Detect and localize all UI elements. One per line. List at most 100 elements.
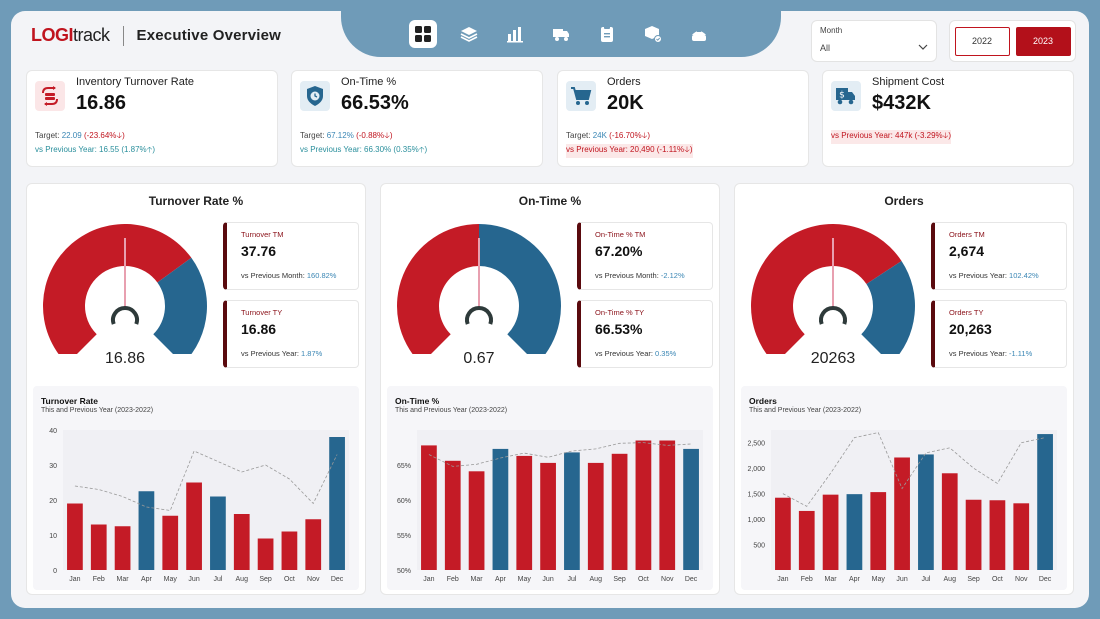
chart-plot-area bbox=[63, 430, 349, 570]
y-tick-label: 30 bbox=[49, 463, 57, 470]
bar-apr[interactable] bbox=[138, 491, 155, 570]
year-button-2023[interactable]: 2023 bbox=[1015, 26, 1071, 56]
bar-sep[interactable] bbox=[965, 499, 982, 570]
bar-dec[interactable] bbox=[329, 437, 345, 570]
x-tick-label: Apr bbox=[495, 576, 507, 583]
nav-warehouse-button[interactable] bbox=[685, 20, 713, 48]
bar-may[interactable] bbox=[870, 492, 887, 570]
gauge-arc-value bbox=[43, 224, 192, 354]
bar-feb[interactable] bbox=[444, 460, 461, 570]
month-dropdown[interactable]: All bbox=[820, 43, 928, 53]
bar-nov[interactable] bbox=[659, 440, 676, 571]
bar-aug[interactable] bbox=[233, 514, 250, 570]
bar-jul[interactable] bbox=[564, 452, 580, 570]
nav-delivery-button[interactable] bbox=[639, 20, 667, 48]
x-tick-label: Oct bbox=[638, 576, 649, 583]
card-sub-delta: 160.82% bbox=[306, 271, 337, 280]
gauge-value: 16.86 bbox=[104, 350, 146, 367]
bar-nov[interactable] bbox=[305, 519, 322, 570]
kpi-prev-value: 447k bbox=[895, 131, 913, 140]
card-sub: vs Previous Month: 160.82% bbox=[241, 271, 336, 280]
y-tick-label: 20 bbox=[49, 498, 57, 505]
bar-jun[interactable] bbox=[894, 457, 910, 570]
bar-feb[interactable] bbox=[90, 524, 107, 571]
nav-shipping-button[interactable] bbox=[547, 20, 575, 48]
bar-jun[interactable] bbox=[186, 482, 202, 571]
year-button-2022[interactable]: 2022 bbox=[954, 26, 1010, 56]
card-sub-label: vs Previous Year: bbox=[241, 349, 302, 358]
bar-sep[interactable] bbox=[611, 453, 628, 570]
x-tick-label: Dec bbox=[331, 576, 344, 583]
month-dropdown-value: All bbox=[820, 43, 831, 53]
kpi-card-orders: Orders 20K Target: 24K (-16.70%🡣) vs Pre… bbox=[557, 70, 809, 167]
bar-oct[interactable] bbox=[281, 531, 298, 571]
gauge-hub bbox=[465, 306, 493, 325]
turnover-icon bbox=[42, 86, 58, 106]
kpi-icon-box: $ bbox=[831, 81, 861, 111]
kpi-icon-box bbox=[35, 81, 65, 111]
year-selector: 2022 2023 bbox=[949, 20, 1076, 62]
card-sub-label: vs Previous Month: bbox=[595, 271, 661, 280]
nav-dashboard-button[interactable] bbox=[409, 20, 437, 48]
card-sub-label: vs Previous Year: bbox=[595, 349, 656, 358]
kpi-target-value: 24K bbox=[592, 131, 607, 140]
x-tick-label: Feb bbox=[801, 576, 813, 583]
bar-jul[interactable] bbox=[918, 454, 934, 570]
chart-plot-area bbox=[417, 430, 703, 570]
orders-tm-card: Orders TM 2,674 vs Previous Year: 102.42… bbox=[931, 222, 1067, 290]
bar-jan[interactable] bbox=[421, 445, 437, 570]
nav-orders-button[interactable] bbox=[593, 20, 621, 48]
bar-oct[interactable] bbox=[989, 500, 1006, 570]
kpi-target-label: Target: bbox=[566, 131, 593, 140]
bar-feb[interactable] bbox=[798, 510, 815, 570]
bar-apr[interactable] bbox=[492, 448, 509, 570]
kpi-prev-delta: (-3.29%🡣) bbox=[914, 131, 952, 140]
x-tick-label: Apr bbox=[141, 576, 153, 583]
bar-sep[interactable] bbox=[257, 538, 274, 571]
bar-nov[interactable] bbox=[1013, 503, 1030, 570]
chart-turnover-rate: Turnover Rate This and Previous Year (20… bbox=[33, 386, 359, 590]
card-sub-delta: 1.87% bbox=[301, 349, 323, 358]
bar-mar[interactable] bbox=[468, 471, 485, 570]
bar-aug[interactable] bbox=[587, 462, 604, 570]
bar-jan[interactable] bbox=[67, 503, 83, 571]
kpi-value: 20K bbox=[607, 92, 644, 114]
card-sub-delta: -1.11% bbox=[1009, 349, 1033, 358]
panel-title: Turnover Rate % bbox=[148, 194, 244, 208]
kpi-title: Inventory Turnover Rate bbox=[76, 76, 195, 88]
bar-mar[interactable] bbox=[114, 526, 131, 570]
card-sub-delta: 102.42% bbox=[1009, 271, 1039, 280]
kpi-target-delta: (-16.70%🡣) bbox=[609, 131, 651, 140]
bar-dec[interactable] bbox=[683, 448, 699, 570]
bar-oct[interactable] bbox=[635, 440, 652, 571]
bar-apr[interactable] bbox=[846, 494, 863, 570]
gauge-orders bbox=[751, 224, 915, 354]
chart-title: Turnover Rate bbox=[41, 396, 98, 406]
card-sub-label: vs Previous Month: bbox=[241, 271, 307, 280]
bar-mar[interactable] bbox=[822, 494, 839, 570]
x-tick-label: Aug bbox=[236, 576, 249, 583]
bar-may[interactable] bbox=[162, 515, 179, 570]
bar-jul[interactable] bbox=[210, 496, 226, 571]
month-filter[interactable]: Month All bbox=[811, 20, 937, 62]
y-tick-label: 2,000 bbox=[747, 466, 765, 473]
bar-may[interactable] bbox=[516, 455, 533, 570]
panel-title: On-Time % bbox=[518, 194, 582, 208]
x-tick-label: Oct bbox=[992, 576, 1003, 583]
bar-jun[interactable] bbox=[540, 462, 556, 570]
card-sub: vs Previous Year: -1.11% bbox=[949, 349, 1032, 358]
nav-analytics-button[interactable] bbox=[501, 20, 529, 48]
nav-inventory-button[interactable] bbox=[455, 20, 483, 48]
card-value: 67.20% bbox=[595, 243, 643, 259]
bar-aug[interactable] bbox=[941, 473, 958, 570]
x-tick-label: Oct bbox=[284, 576, 295, 583]
bar-jan[interactable] bbox=[775, 497, 791, 570]
card-sub-delta: -2.12% bbox=[660, 271, 685, 280]
card-value: 2,674 bbox=[949, 243, 985, 259]
kpi-card-shipment-cost: $ Shipment Cost $432K vs Previous Year: … bbox=[822, 70, 1074, 167]
bar-dec[interactable] bbox=[1037, 434, 1053, 570]
kpi-prev-year-line: vs Previous Year: 20,490 (-1.11%🡣) bbox=[566, 144, 693, 158]
kpi-title: Shipment Cost bbox=[872, 76, 945, 88]
clipboard-icon bbox=[601, 26, 613, 42]
chart-turnover-svg: 0 10 20 30 40 Jan Feb Mar Apr May Jun Jul Aug Sep Oct N… bbox=[49, 428, 349, 583]
